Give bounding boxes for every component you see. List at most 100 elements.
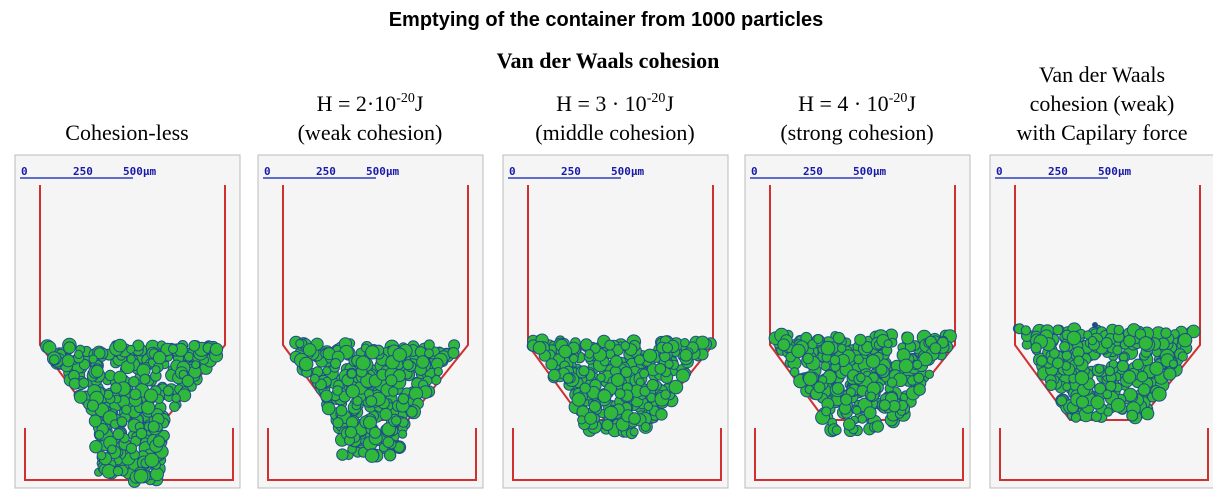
particle [614, 388, 626, 400]
particle [654, 363, 667, 375]
particle [853, 354, 864, 365]
particle [680, 338, 690, 348]
particle [74, 349, 84, 359]
particle [447, 347, 460, 359]
panel: Cohesion-less 0 250 500µm [14, 120, 241, 489]
particle [139, 373, 151, 385]
particle [562, 372, 574, 384]
scale-label: 500µm [123, 165, 156, 178]
scale-label: 250 [316, 165, 336, 178]
particle [63, 341, 76, 355]
particle [857, 414, 868, 424]
particle [1186, 324, 1201, 339]
particle [110, 382, 122, 394]
bin [267, 428, 477, 481]
particle [578, 365, 590, 377]
particle [93, 347, 106, 360]
particle [1073, 355, 1085, 367]
particle [49, 354, 60, 366]
particle [1149, 361, 1164, 376]
particle [141, 400, 156, 415]
particle [1136, 370, 1149, 383]
particle [821, 406, 832, 417]
particle [423, 339, 435, 351]
particle [152, 435, 166, 448]
particle [532, 341, 547, 355]
particle [355, 355, 371, 371]
group-title: Van der Waals cohesion [497, 48, 720, 73]
particle [871, 420, 885, 433]
bin [512, 428, 722, 481]
scale-label: 250 [73, 165, 93, 178]
scale-label: 500µm [611, 165, 644, 178]
particle [646, 378, 659, 392]
particle [629, 427, 639, 437]
particle [113, 338, 127, 353]
particle [332, 385, 343, 396]
particle [620, 366, 633, 379]
panel: H = 2·10-20J (weak cohesion) 0 250 500µm [257, 91, 484, 489]
particle [369, 426, 382, 439]
particle [309, 373, 320, 384]
particle [843, 418, 856, 431]
particle [112, 428, 125, 441]
particle [1122, 370, 1137, 384]
panel-frame [502, 154, 729, 489]
particle [831, 425, 842, 436]
particle [1036, 355, 1048, 367]
panel-heading: H = 2·10-20J [317, 91, 424, 116]
heading-text: H = 2·10 [317, 91, 397, 116]
particle [913, 372, 925, 384]
particle [1066, 330, 1082, 346]
particle [171, 393, 181, 403]
particle [1059, 341, 1071, 353]
particle [78, 377, 90, 389]
particle [837, 343, 847, 353]
particle [406, 405, 418, 418]
particle [660, 389, 671, 400]
particle [571, 392, 587, 407]
panel-heading: Van der Waals [1039, 62, 1165, 87]
particle [878, 399, 891, 412]
particle [628, 412, 641, 425]
particle [831, 382, 845, 395]
particle [597, 389, 612, 404]
particle [295, 339, 305, 349]
particle [397, 393, 410, 405]
particle [365, 395, 378, 408]
particle [601, 419, 614, 431]
particle [777, 338, 791, 352]
particle [1045, 379, 1057, 392]
particle [579, 382, 591, 394]
particle [1049, 348, 1060, 359]
particle [865, 354, 881, 369]
panel-heading: (weak cohesion) [298, 120, 443, 145]
particle [918, 351, 933, 367]
particle [191, 360, 201, 370]
particle [385, 374, 398, 387]
particle [829, 354, 841, 366]
particle [383, 449, 397, 462]
panel: Van der Waals cohesion (weak) with Capilar… [989, 62, 1213, 489]
scale-label: 250 [561, 165, 581, 178]
scale-label: 0 [996, 165, 1003, 178]
particle [332, 417, 344, 429]
particle [336, 448, 349, 461]
particle [668, 379, 684, 395]
heading-text: J [665, 91, 674, 116]
particle [854, 333, 867, 346]
particle [596, 372, 606, 383]
particle [88, 414, 102, 428]
particle [1126, 409, 1139, 422]
particle [802, 352, 814, 365]
particle [335, 404, 348, 417]
particle [875, 363, 888, 376]
particle [363, 415, 377, 430]
bin [999, 428, 1209, 481]
particle [1177, 351, 1188, 362]
particle [126, 344, 136, 354]
particle [1104, 366, 1115, 377]
particle [789, 367, 800, 377]
particle [168, 343, 178, 354]
